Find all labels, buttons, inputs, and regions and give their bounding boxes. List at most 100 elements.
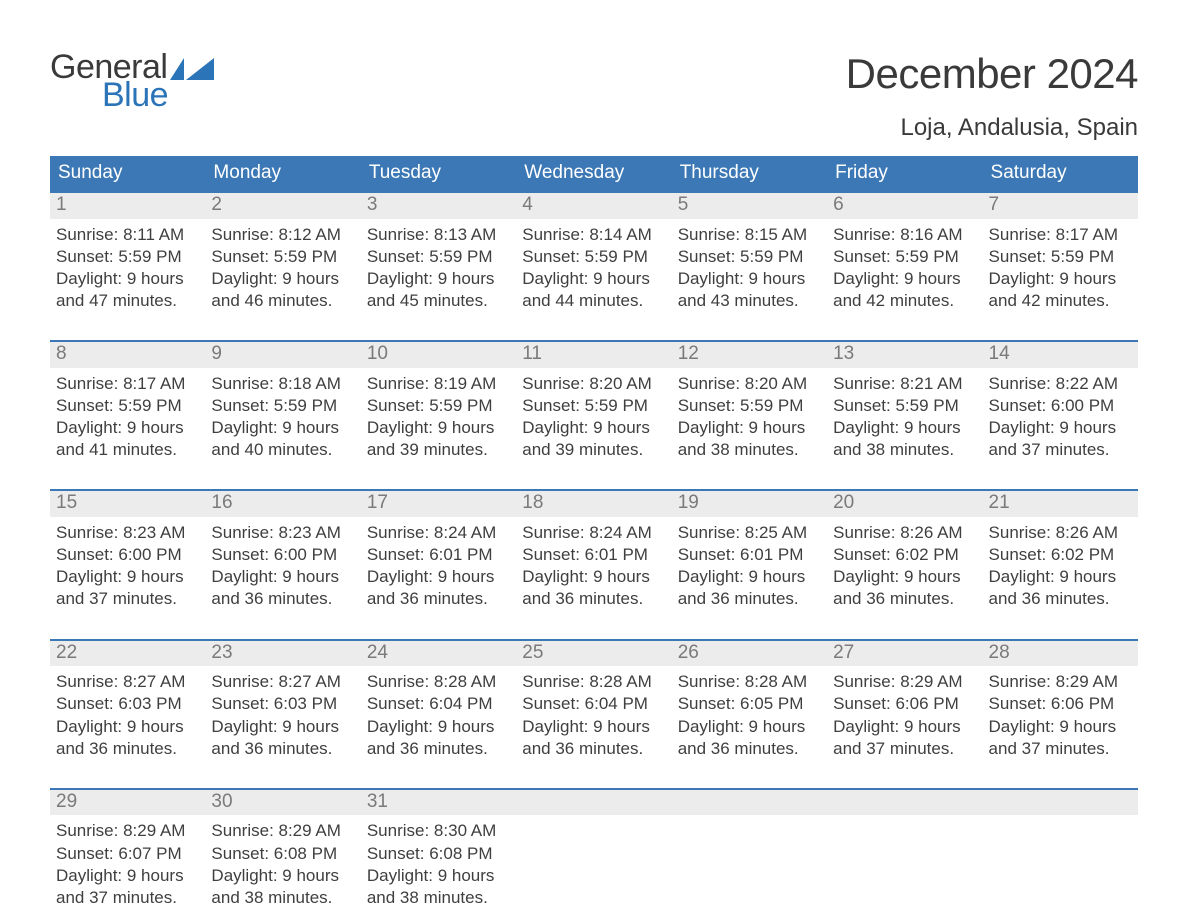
daylight-line-1: Daylight: 9 hours bbox=[211, 268, 354, 290]
daylight-line-1: Daylight: 9 hours bbox=[678, 566, 821, 588]
calendar-day: 18Sunrise: 8:24 AMSunset: 6:01 PMDayligh… bbox=[516, 491, 671, 610]
sunrise-line: Sunrise: 8:28 AM bbox=[522, 671, 665, 693]
sunset-line: Sunset: 6:02 PM bbox=[989, 544, 1132, 566]
sunrise-line: Sunrise: 8:12 AM bbox=[211, 224, 354, 246]
daylight-line-2: and 39 minutes. bbox=[522, 439, 665, 461]
daylight-line-2: and 36 minutes. bbox=[678, 738, 821, 760]
daylight-line-2: and 47 minutes. bbox=[56, 290, 199, 312]
day-number: 30 bbox=[205, 790, 360, 816]
calendar-day: 29Sunrise: 8:29 AMSunset: 6:07 PMDayligh… bbox=[50, 790, 205, 909]
day-details: Sunrise: 8:24 AMSunset: 6:01 PMDaylight:… bbox=[516, 517, 671, 610]
sunset-line: Sunset: 5:59 PM bbox=[211, 246, 354, 268]
day-details: Sunrise: 8:28 AMSunset: 6:04 PMDaylight:… bbox=[361, 666, 516, 759]
day-number: 8 bbox=[50, 342, 205, 368]
daylight-line-2: and 38 minutes. bbox=[833, 439, 976, 461]
day-details: Sunrise: 8:12 AMSunset: 5:59 PMDaylight:… bbox=[205, 219, 360, 312]
day-details: Sunrise: 8:21 AMSunset: 5:59 PMDaylight:… bbox=[827, 368, 982, 461]
day-of-week-cell: Wednesday bbox=[516, 156, 671, 191]
calendar-day: 19Sunrise: 8:25 AMSunset: 6:01 PMDayligh… bbox=[672, 491, 827, 610]
day-details: Sunrise: 8:20 AMSunset: 5:59 PMDaylight:… bbox=[672, 368, 827, 461]
sunset-line: Sunset: 5:59 PM bbox=[989, 246, 1132, 268]
daylight-line-1: Daylight: 9 hours bbox=[833, 268, 976, 290]
sunrise-line: Sunrise: 8:29 AM bbox=[211, 820, 354, 842]
day-details: Sunrise: 8:26 AMSunset: 6:02 PMDaylight:… bbox=[827, 517, 982, 610]
sunset-line: Sunset: 5:59 PM bbox=[367, 246, 510, 268]
day-details: Sunrise: 8:27 AMSunset: 6:03 PMDaylight:… bbox=[205, 666, 360, 759]
day-details: Sunrise: 8:28 AMSunset: 6:05 PMDaylight:… bbox=[672, 666, 827, 759]
sunset-line: Sunset: 6:04 PM bbox=[522, 693, 665, 715]
day-details: Sunrise: 8:22 AMSunset: 6:00 PMDaylight:… bbox=[983, 368, 1138, 461]
sunrise-line: Sunrise: 8:25 AM bbox=[678, 522, 821, 544]
daylight-line-1: Daylight: 9 hours bbox=[989, 268, 1132, 290]
daylight-line-2: and 38 minutes. bbox=[678, 439, 821, 461]
daylight-line-2: and 36 minutes. bbox=[989, 588, 1132, 610]
day-number: 16 bbox=[205, 491, 360, 517]
daylight-line-1: Daylight: 9 hours bbox=[522, 268, 665, 290]
calendar-week: 8Sunrise: 8:17 AMSunset: 5:59 PMDaylight… bbox=[50, 340, 1138, 461]
day-details: Sunrise: 8:29 AMSunset: 6:08 PMDaylight:… bbox=[205, 815, 360, 908]
sunrise-line: Sunrise: 8:21 AM bbox=[833, 373, 976, 395]
sunset-line: Sunset: 5:59 PM bbox=[367, 395, 510, 417]
day-details: Sunrise: 8:29 AMSunset: 6:07 PMDaylight:… bbox=[50, 815, 205, 908]
day-number: 28 bbox=[983, 641, 1138, 667]
day-details: Sunrise: 8:28 AMSunset: 6:04 PMDaylight:… bbox=[516, 666, 671, 759]
calendar-day bbox=[827, 790, 982, 909]
calendar: SundayMondayTuesdayWednesdayThursdayFrid… bbox=[50, 156, 1138, 909]
daylight-line-2: and 38 minutes. bbox=[211, 887, 354, 909]
day-details: Sunrise: 8:19 AMSunset: 5:59 PMDaylight:… bbox=[361, 368, 516, 461]
daylight-line-1: Daylight: 9 hours bbox=[833, 417, 976, 439]
day-number: 7 bbox=[983, 193, 1138, 219]
daylight-line-2: and 37 minutes. bbox=[833, 738, 976, 760]
calendar-day: 17Sunrise: 8:24 AMSunset: 6:01 PMDayligh… bbox=[361, 491, 516, 610]
sunset-line: Sunset: 5:59 PM bbox=[833, 395, 976, 417]
daylight-line-2: and 40 minutes. bbox=[211, 439, 354, 461]
calendar-day: 7Sunrise: 8:17 AMSunset: 5:59 PMDaylight… bbox=[983, 193, 1138, 312]
sunrise-line: Sunrise: 8:14 AM bbox=[522, 224, 665, 246]
day-of-week-header: SundayMondayTuesdayWednesdayThursdayFrid… bbox=[50, 156, 1138, 191]
sunrise-line: Sunrise: 8:26 AM bbox=[989, 522, 1132, 544]
day-number: 13 bbox=[827, 342, 982, 368]
daylight-line-2: and 37 minutes. bbox=[989, 738, 1132, 760]
day-details: Sunrise: 8:29 AMSunset: 6:06 PMDaylight:… bbox=[983, 666, 1138, 759]
daylight-line-1: Daylight: 9 hours bbox=[522, 716, 665, 738]
daylight-line-2: and 41 minutes. bbox=[56, 439, 199, 461]
day-of-week-cell: Sunday bbox=[50, 156, 205, 191]
daylight-line-1: Daylight: 9 hours bbox=[367, 268, 510, 290]
daylight-line-1: Daylight: 9 hours bbox=[211, 566, 354, 588]
daylight-line-2: and 45 minutes. bbox=[367, 290, 510, 312]
daylight-line-2: and 36 minutes. bbox=[211, 738, 354, 760]
day-number: 5 bbox=[672, 193, 827, 219]
logo-word-blue: Blue bbox=[102, 78, 214, 112]
daylight-line-2: and 36 minutes. bbox=[367, 588, 510, 610]
sunrise-line: Sunrise: 8:13 AM bbox=[367, 224, 510, 246]
calendar-day: 6Sunrise: 8:16 AMSunset: 5:59 PMDaylight… bbox=[827, 193, 982, 312]
day-number: 29 bbox=[50, 790, 205, 816]
daylight-line-1: Daylight: 9 hours bbox=[211, 716, 354, 738]
day-of-week-cell: Thursday bbox=[672, 156, 827, 191]
day-number bbox=[827, 790, 982, 816]
sunset-line: Sunset: 6:01 PM bbox=[522, 544, 665, 566]
month-title: December 2024 bbox=[846, 50, 1138, 98]
calendar-page: General Blue December 2024 Loja, Andalus… bbox=[0, 0, 1188, 909]
sunset-line: Sunset: 5:59 PM bbox=[678, 395, 821, 417]
daylight-line-2: and 42 minutes. bbox=[833, 290, 976, 312]
daylight-line-2: and 36 minutes. bbox=[211, 588, 354, 610]
sunset-line: Sunset: 6:00 PM bbox=[56, 544, 199, 566]
day-details: Sunrise: 8:27 AMSunset: 6:03 PMDaylight:… bbox=[50, 666, 205, 759]
day-of-week-cell: Tuesday bbox=[361, 156, 516, 191]
title-block: December 2024 Loja, Andalusia, Spain bbox=[846, 50, 1138, 142]
day-details: Sunrise: 8:26 AMSunset: 6:02 PMDaylight:… bbox=[983, 517, 1138, 610]
daylight-line-2: and 42 minutes. bbox=[989, 290, 1132, 312]
day-number bbox=[672, 790, 827, 816]
calendar-day: 23Sunrise: 8:27 AMSunset: 6:03 PMDayligh… bbox=[205, 641, 360, 760]
day-number: 27 bbox=[827, 641, 982, 667]
daylight-line-1: Daylight: 9 hours bbox=[989, 566, 1132, 588]
day-number: 2 bbox=[205, 193, 360, 219]
day-details: Sunrise: 8:14 AMSunset: 5:59 PMDaylight:… bbox=[516, 219, 671, 312]
daylight-line-1: Daylight: 9 hours bbox=[56, 268, 199, 290]
daylight-line-2: and 43 minutes. bbox=[678, 290, 821, 312]
sunset-line: Sunset: 6:00 PM bbox=[211, 544, 354, 566]
calendar-day: 16Sunrise: 8:23 AMSunset: 6:00 PMDayligh… bbox=[205, 491, 360, 610]
calendar-day: 24Sunrise: 8:28 AMSunset: 6:04 PMDayligh… bbox=[361, 641, 516, 760]
calendar-day: 13Sunrise: 8:21 AMSunset: 5:59 PMDayligh… bbox=[827, 342, 982, 461]
